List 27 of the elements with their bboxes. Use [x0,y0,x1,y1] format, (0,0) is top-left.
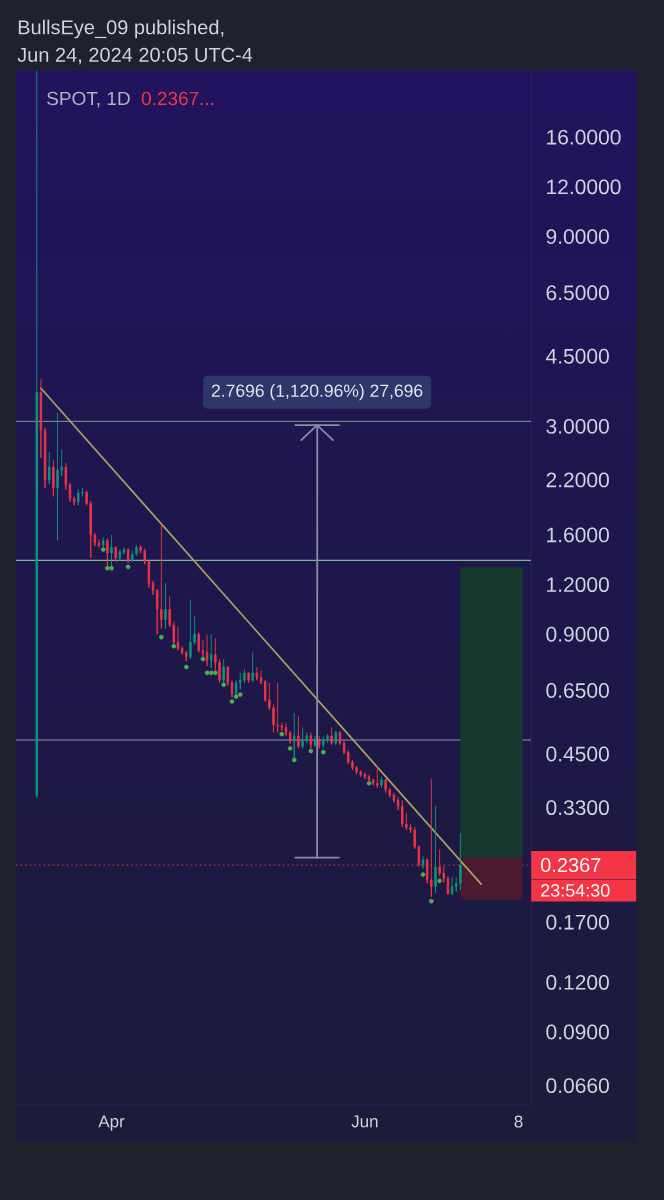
y-tick-label: 9.0000 [546,229,609,244]
x-tick-label: 8 [514,1115,523,1128]
x-tick-label: Apr [98,1115,125,1131]
text: Jun 24, 2024 20:05 UTC-4 [17,47,253,65]
y-tick-label: 3.0000 [546,418,609,434]
y-tick-label: 6.5000 [546,285,609,301]
y-tick-label: 12.0000 [547,179,621,195]
text: SPOT, 1D [47,91,130,108]
y-tick-label: 0.6500 [546,683,609,698]
y-tick-label: 0.0660 [546,1078,609,1094]
y-tick-label: 0.4500 [546,746,609,762]
y-tick-label: 0.0900 [546,1024,609,1040]
y-tick-label: 0.9000 [546,626,609,642]
annotation: 2.7696 (1,120.96%) 27,696 [211,384,423,401]
y-tick-label: 2.2000 [546,472,609,488]
y-tick-label: 16.0000 [547,129,621,145]
x-tick-label: Jun [351,1115,378,1128]
ref-line-label: 0.2367 [540,857,601,873]
y-tick-label: 1.2000 [547,577,609,593]
y-tick-label: 0.1700 [546,914,609,930]
y-tick-label: 0.1200 [546,974,609,990]
y-tick-label: 4.5000 [546,348,609,364]
text: 0.2367... [141,91,214,106]
y-tick-label: 1.6000 [547,527,609,543]
y-tick-label: 0.3300 [546,800,609,816]
text: BullsEye_09 published, [18,19,224,39]
text: 23:54:30 [541,884,610,897]
